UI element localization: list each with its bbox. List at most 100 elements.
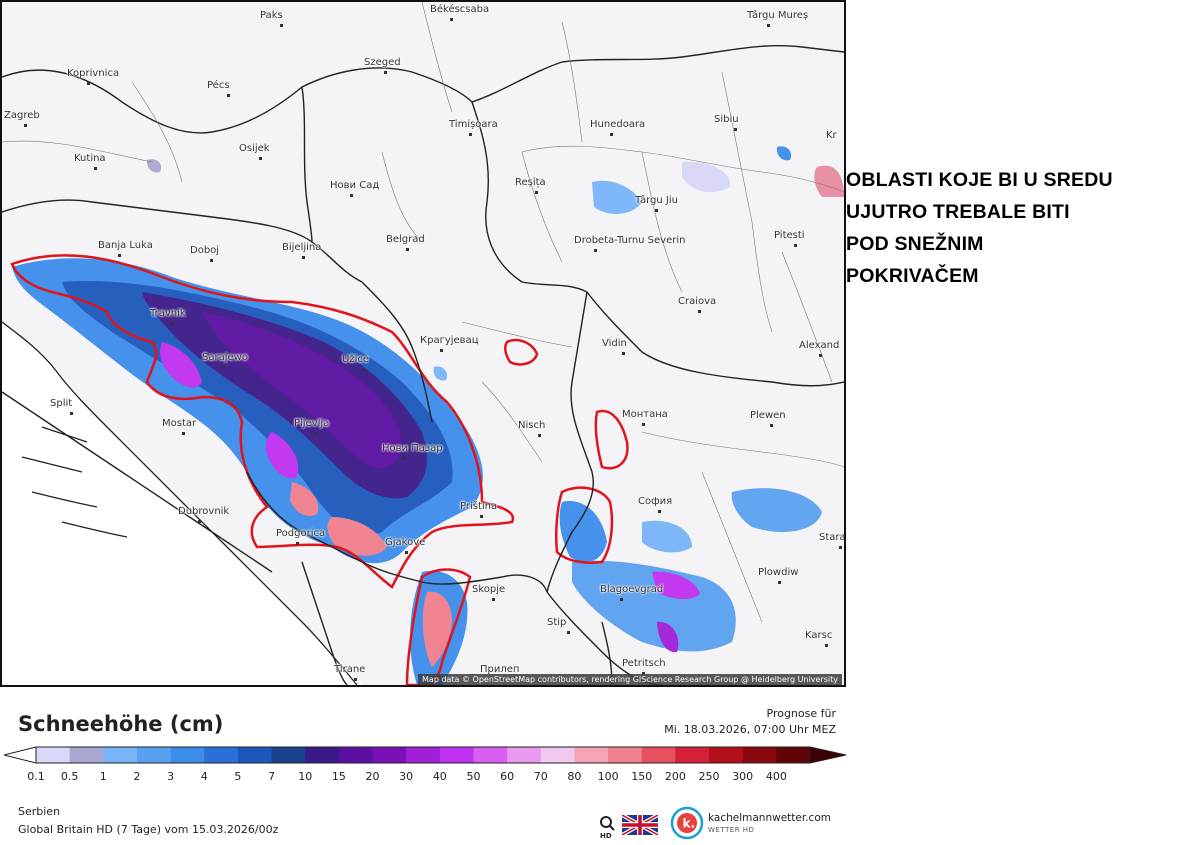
- city-label-travnik: Travnik: [150, 308, 186, 319]
- city-label-paks: Paks: [260, 10, 283, 21]
- city-marker: [118, 254, 121, 257]
- city-label-pljevlja: Pljevlja: [294, 418, 330, 429]
- forecast-label: Prognose für: [766, 707, 837, 720]
- scale-tick-label: 40: [432, 770, 447, 783]
- city-marker: [302, 256, 305, 259]
- scale-tick-label: 300: [732, 770, 754, 783]
- kachelmann-logo-icon[interactable]: k.: [670, 806, 704, 840]
- scale-tick-label: 60: [500, 770, 515, 783]
- city-label-drobeta: Drobeta-Turnu Severin: [574, 235, 686, 246]
- city-marker: [492, 598, 495, 601]
- uk-flag-icon[interactable]: [622, 815, 658, 835]
- scale-swatch: [237, 747, 273, 763]
- city-label-skopje: Skopje: [472, 584, 506, 595]
- city-label-bijeljina: Bijeljina: [282, 242, 322, 253]
- scale-tick-label: 7: [268, 770, 276, 783]
- adriatic-sea: [2, 322, 362, 685]
- city-marker: [70, 412, 73, 415]
- city-marker: [94, 167, 97, 170]
- scale-tick-label: 250: [698, 770, 720, 783]
- legend-title: Schneehöhe (cm): [18, 712, 224, 736]
- city-marker: [362, 368, 365, 371]
- city-marker: [198, 520, 201, 523]
- hd-search-icon[interactable]: HD: [598, 815, 616, 839]
- city-marker: [170, 322, 173, 325]
- city-label-pecs: Pécs: [207, 80, 230, 91]
- annotation-line: POD SNEŽNIM: [846, 233, 984, 255]
- city-label-craiova: Craiova: [678, 296, 717, 307]
- brand-subtitle: WETTER HD: [708, 826, 755, 834]
- coastline: [2, 321, 358, 685]
- city-marker: [642, 423, 645, 426]
- brand-name[interactable]: kachelmannwetter.com: [708, 812, 831, 824]
- city-label-kragujevac: Крагујевац: [420, 335, 479, 346]
- city-label-doboj: Doboj: [190, 245, 220, 256]
- scale-swatch: [170, 747, 205, 763]
- scale-swatch: [103, 747, 138, 763]
- scale-frame: [35, 746, 811, 764]
- city-label-kutina: Kutina: [74, 153, 106, 164]
- city-label-banja-luka: Banja Luka: [98, 240, 153, 251]
- annotation-line: UJUTRO TREBALE BITI: [846, 201, 1070, 223]
- scale-swatch: [540, 747, 575, 763]
- city-marker: [402, 457, 405, 460]
- scale-tick-label: 4: [200, 770, 208, 783]
- scale-swatch: [574, 747, 609, 763]
- city-label-montana: Монтана: [622, 409, 668, 420]
- city-marker: [658, 510, 661, 513]
- city-label-plowdiw: Plowdiw: [758, 567, 799, 578]
- city-marker: [819, 354, 822, 357]
- forecast-map[interactable]: Paks Békéscsaba Târgu Mureș Koprivnica Pécs S…: [0, 0, 846, 687]
- city-label-sofia: София: [638, 496, 673, 507]
- scale-swatch: [507, 747, 542, 763]
- scale-tick-label: 1: [99, 770, 107, 783]
- city-marker: [620, 598, 623, 601]
- annotation-line: POKRIVAČEM: [846, 265, 979, 287]
- scale-tick-label: 100: [597, 770, 619, 783]
- city-label-prilep: Прилеп: [480, 664, 520, 675]
- scale-tick-label: 20: [365, 770, 380, 783]
- scale-arrow-high: [809, 746, 847, 764]
- city-label-dubrovnik: Dubrovnik: [178, 506, 230, 517]
- city-label-belgrad: Belgrad: [386, 234, 425, 245]
- city-label-stip: Stip: [547, 617, 567, 628]
- scale-tick-label: 30: [399, 770, 414, 783]
- city-label-nisch: Nisch: [518, 420, 546, 431]
- city-label-uzice: Užice: [342, 354, 369, 365]
- city-label-gjakove: Gjakove: [385, 537, 426, 548]
- city-marker: [350, 194, 353, 197]
- city-marker: [698, 310, 701, 313]
- annotation-line: OBLASTI KOJE BI U SREDU: [846, 169, 1113, 191]
- city-label-podgorica: Podgorica: [276, 528, 326, 539]
- city-marker: [734, 128, 737, 131]
- city-marker: [622, 352, 625, 355]
- snow-field-east: [146, 146, 844, 685]
- city-marker: [594, 249, 597, 252]
- scale-swatch: [338, 747, 374, 763]
- svg-text:k.: k.: [683, 817, 696, 831]
- map-canvas: [2, 2, 844, 685]
- svg-text:HD: HD: [600, 832, 612, 839]
- scale-swatch: [406, 747, 441, 763]
- city-marker: [210, 259, 213, 262]
- city-marker: [280, 24, 283, 27]
- city-marker: [767, 24, 770, 27]
- city-label-timisoara: Timișoara: [449, 119, 498, 130]
- city-marker: [469, 133, 472, 136]
- city-marker: [610, 133, 613, 136]
- scale-tick-label: 10: [298, 770, 313, 783]
- city-marker: [24, 124, 27, 127]
- scale-swatch: [372, 747, 407, 763]
- scale-swatch: [742, 747, 777, 763]
- city-marker: [440, 349, 443, 352]
- city-label-mostar: Mostar: [162, 418, 197, 429]
- city-marker: [450, 18, 453, 21]
- city-label-hunedoara: Hunedoara: [590, 119, 646, 130]
- city-marker: [567, 631, 570, 634]
- scale-tick-label: 3: [167, 770, 175, 783]
- city-label-sarajewo: Sarajewo: [202, 352, 248, 363]
- city-label-zagreb: Zagreb: [4, 110, 40, 121]
- city-marker: [778, 581, 781, 584]
- city-marker: [314, 432, 317, 435]
- city-marker: [480, 515, 483, 518]
